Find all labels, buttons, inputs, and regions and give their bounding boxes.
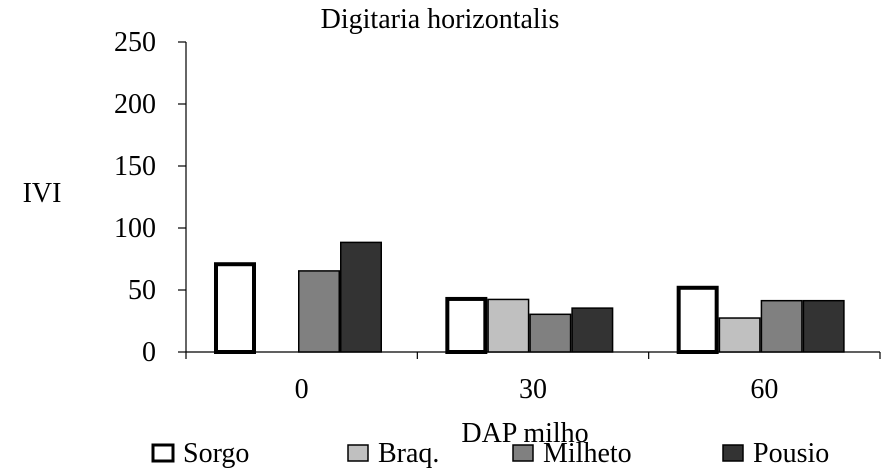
bar-sorgo-0 xyxy=(214,262,256,354)
legend-swatch-braq xyxy=(347,444,369,462)
bar-milheto-30 xyxy=(529,313,572,353)
legend-swatch-sorgo xyxy=(151,443,175,463)
y-tick-label: 50 xyxy=(128,275,156,306)
legend-swatch-milheto xyxy=(512,444,534,462)
bar-pousio-30 xyxy=(571,307,614,353)
x-tick-label: 30 xyxy=(519,374,547,405)
bar-braq-60 xyxy=(718,317,761,353)
legend-label: Milheto xyxy=(543,438,632,469)
x-axis-label: DAP milho xyxy=(461,418,588,449)
legend-label: Sorgo xyxy=(183,438,249,469)
y-tick-label: 0 xyxy=(142,337,156,368)
bar-milheto-60 xyxy=(760,299,803,353)
y-tick-label: 250 xyxy=(114,27,156,58)
bars xyxy=(214,241,845,355)
legend-label: Pousio xyxy=(753,438,829,469)
y-axis-label: IVI xyxy=(23,178,62,209)
bar-sorgo-30 xyxy=(445,296,488,355)
y-tick-label: 100 xyxy=(114,213,156,244)
legend-label: Braq. xyxy=(378,438,439,469)
bar-braq-30 xyxy=(487,298,530,353)
x-tick-label: 60 xyxy=(750,374,778,405)
chart-title: Digitaria horizontalis xyxy=(321,4,560,35)
legend-swatch-pousio xyxy=(722,444,744,462)
bar-sorgo-60 xyxy=(676,285,719,354)
legend: Sorgo Braq. Milheto Pousio xyxy=(151,438,829,469)
y-tick-label: 200 xyxy=(114,89,156,120)
bar-milheto-0 xyxy=(298,270,340,353)
bar-pousio-0 xyxy=(340,241,382,353)
x-tick-label: 0 xyxy=(295,374,309,405)
y-tick-label: 150 xyxy=(114,151,156,182)
bar-pousio-60 xyxy=(802,299,845,353)
